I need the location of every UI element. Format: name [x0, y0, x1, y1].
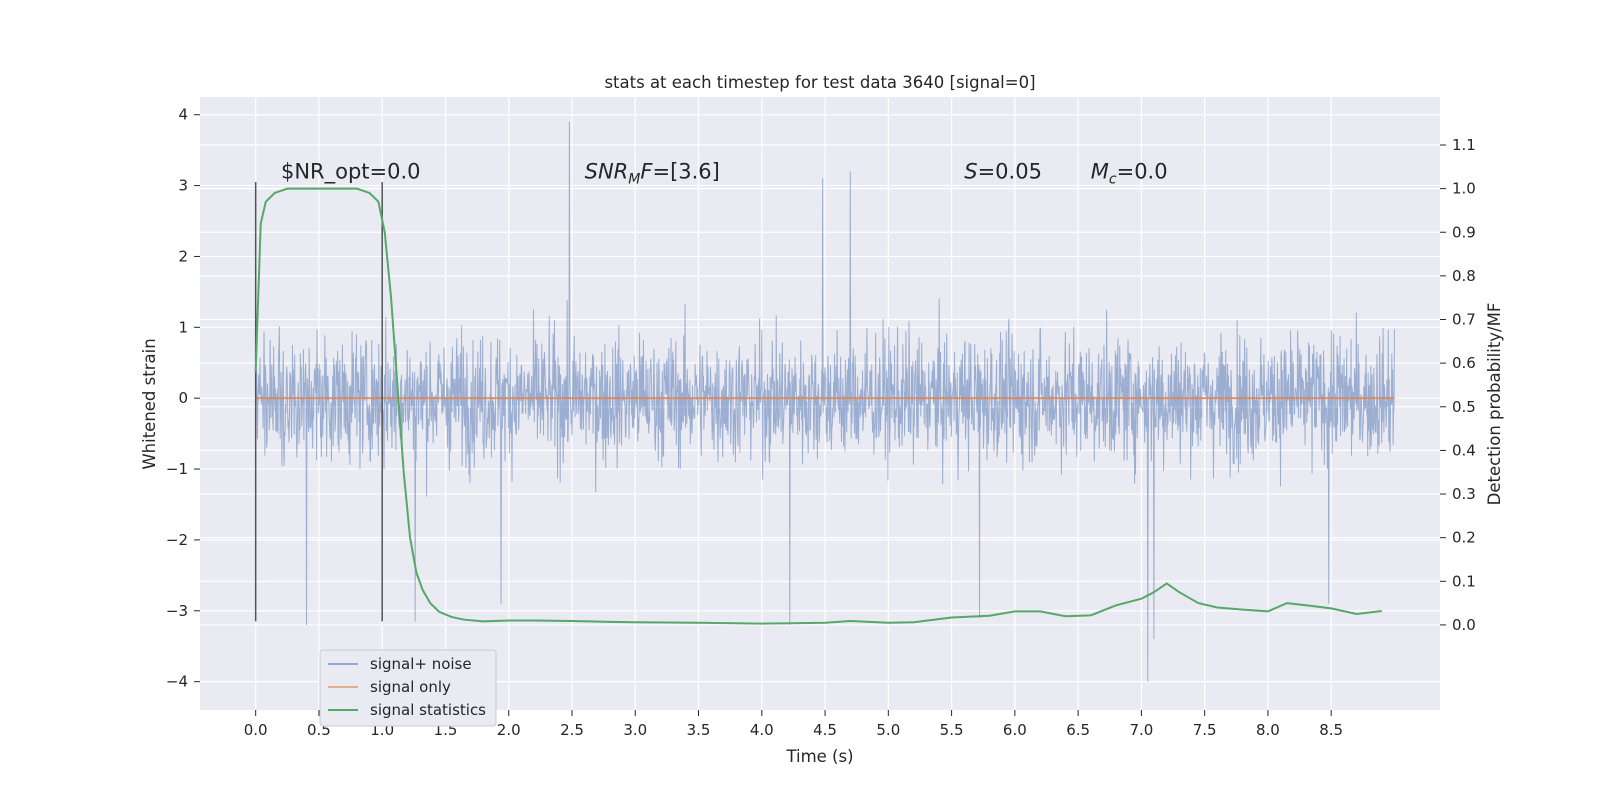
y2-tick-label: 0.1	[1452, 572, 1476, 590]
y2-tick-label: 0.4	[1452, 441, 1476, 459]
x-tick-label: 3.5	[687, 721, 711, 739]
annotation-snr-opt: $NR_opt=0.0	[281, 159, 421, 184]
y2-tick-label: 0.8	[1452, 267, 1476, 285]
x-tick-label: 2.5	[560, 721, 584, 739]
annotation-mc: Mc=0.0	[1091, 159, 1168, 187]
noise-trace	[255, 121, 1395, 682]
legend-label-signal-statistics: signal statistics	[370, 701, 486, 719]
y2-tick-label: 0.3	[1452, 485, 1476, 503]
y-tick-label: −3	[166, 602, 188, 620]
y2-tick-label: 0.0	[1452, 616, 1476, 634]
y2-tick-label: 1.0	[1452, 180, 1476, 198]
chart-title: stats at each timestep for test data 364…	[604, 73, 1035, 92]
y2-tick-label: 0.6	[1452, 354, 1476, 372]
y2-tick-label: 0.7	[1452, 311, 1476, 329]
y2-tick-label: 1.1	[1452, 136, 1476, 154]
legend-box	[319, 649, 497, 727]
annotations: $NR_opt=0.0 SNRMF=[3.6] S=0.05 Mc=0.0	[281, 159, 1168, 187]
x-tick-label: 5.5	[940, 721, 964, 739]
x-tick-label: 7.5	[1193, 721, 1217, 739]
x-tick-label: 7.0	[1129, 721, 1153, 739]
x-tick-label: 5.0	[876, 721, 900, 739]
y-tick-label: 2	[178, 247, 188, 265]
statistics-line	[254, 187, 1382, 625]
annotation-snr-mf: SNRMF=[3.6]	[585, 159, 720, 187]
x-tick-label: 8.5	[1319, 721, 1343, 739]
x-tick-label: 6.5	[1066, 721, 1090, 739]
y-tick-label: 1	[178, 318, 188, 336]
x-tick-label: 0.0	[244, 721, 268, 739]
series-signal-statistics	[254, 187, 1382, 625]
x-tick-label: 3.0	[623, 721, 647, 739]
y2-tick-label: 0.9	[1452, 223, 1476, 241]
y-tick-label: 0	[178, 389, 188, 407]
y-tick-label: 4	[178, 106, 188, 124]
legend-label-signal-only: signal only	[370, 678, 451, 696]
y-tick-label: 3	[178, 177, 188, 195]
series-signal-noise	[255, 121, 1395, 682]
y-tick-label: −1	[166, 460, 188, 478]
x-tick-label: 2.0	[497, 721, 521, 739]
x-axis-label: Time (s)	[785, 747, 853, 766]
y2-tick-label: 0.5	[1452, 398, 1476, 416]
y2-tick-label: 0.2	[1452, 529, 1476, 547]
x-tick-label: 4.5	[813, 721, 837, 739]
vertical-markers	[254, 182, 383, 622]
x-tick-label: 8.0	[1256, 721, 1280, 739]
y-axis-ticks: 4 3 2 1 0 −1 −2 −3 −4	[166, 106, 200, 691]
x-tick-label: 4.0	[750, 721, 774, 739]
y2-axis-label: Detection probability/MF	[1485, 303, 1504, 506]
y2-axis-ticks: 1.1 1.0 0.9 0.8 0.7 0.6 0.5 0.4 0.3 0.2 0.1 0.0	[1440, 136, 1476, 634]
y-tick-label: −2	[166, 531, 188, 549]
y-tick-label: −4	[166, 673, 188, 691]
y-axis-label: Whitened strain	[140, 338, 159, 469]
legend-label-signal-noise: signal+ noise	[370, 655, 472, 673]
annotation-s: S=0.05	[964, 159, 1042, 183]
legend: signal+ noise signal only signal statist…	[319, 649, 497, 727]
plot-area	[200, 97, 1440, 710]
x-tick-label: 6.0	[1003, 721, 1027, 739]
